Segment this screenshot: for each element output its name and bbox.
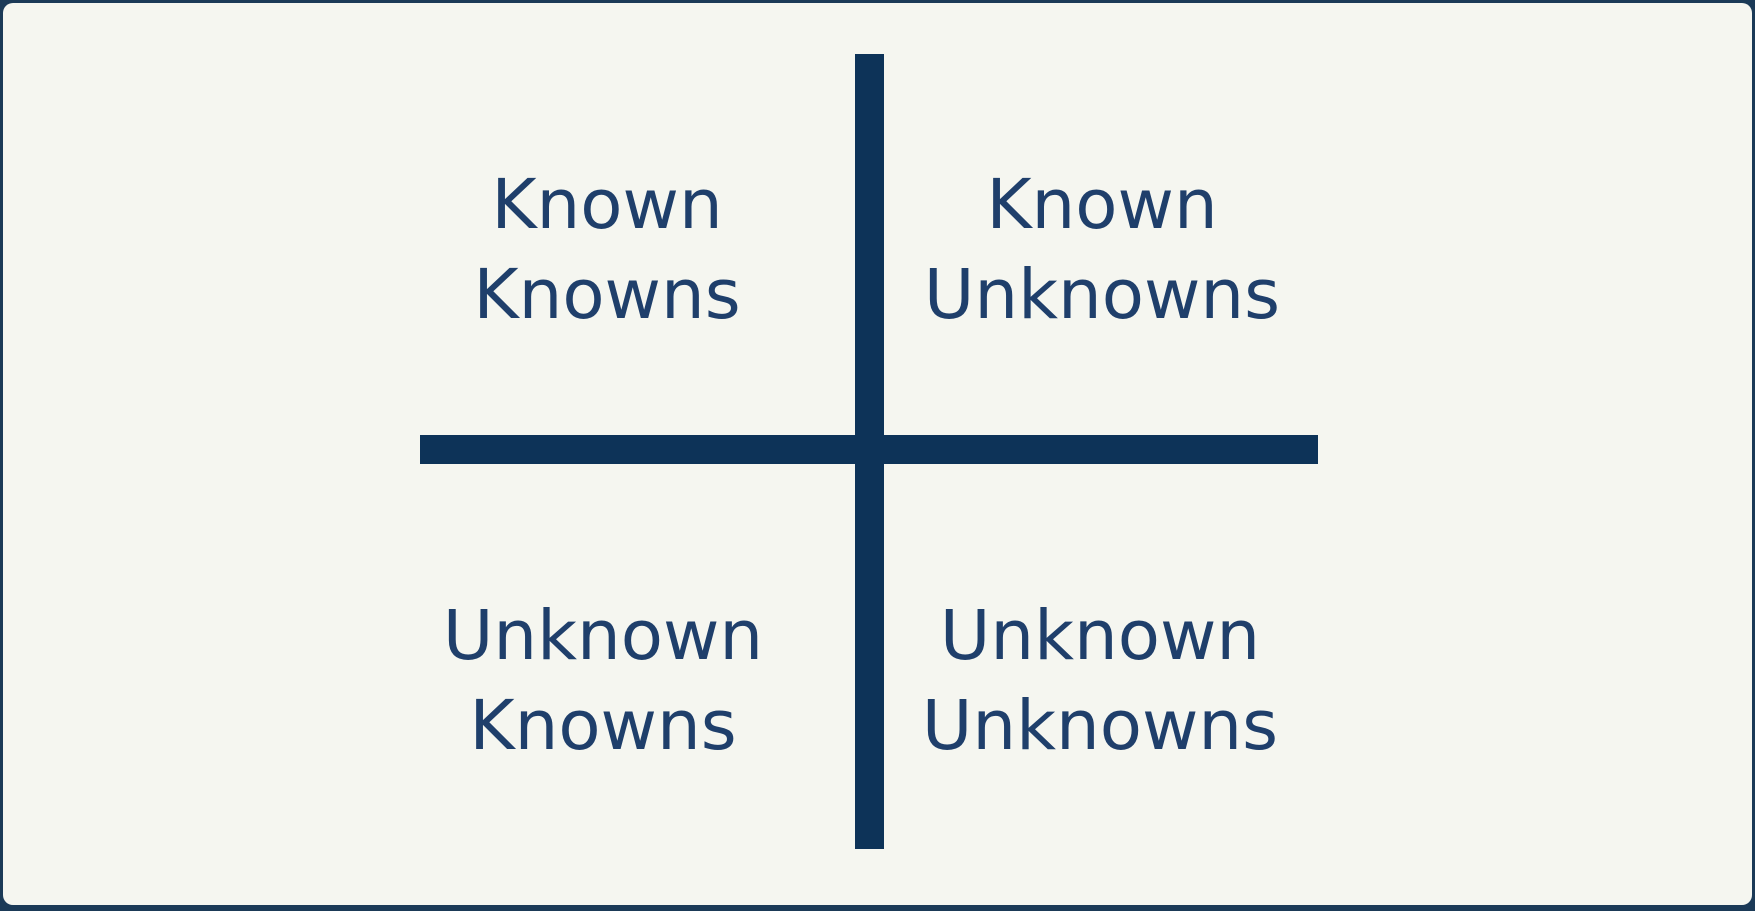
horizontal-axis xyxy=(420,435,1318,464)
quadrant-label-line2: Unknowns xyxy=(923,255,1281,335)
slide-canvas: Known Knowns Known Unknowns Unknown Know… xyxy=(3,3,1752,905)
quadrant-label-line2: Knowns xyxy=(469,686,737,766)
quadrant-unknown-knowns: Unknown Knowns xyxy=(393,591,813,771)
quadrant-unknown-unknowns: Unknown Unknowns xyxy=(890,591,1310,771)
quadrant-label-line1: Known xyxy=(491,165,723,245)
quadrant-label-line2: Knowns xyxy=(473,255,741,335)
quadrant-label-line1: Known xyxy=(986,165,1218,245)
quadrant-known-unknowns: Known Unknowns xyxy=(892,160,1312,340)
quadrant-known-knowns: Known Knowns xyxy=(397,160,817,340)
quadrant-label-line1: Unknown xyxy=(939,596,1261,676)
quadrant-label-line2: Unknowns xyxy=(921,686,1279,766)
quadrant-label-line1: Unknown xyxy=(442,596,764,676)
